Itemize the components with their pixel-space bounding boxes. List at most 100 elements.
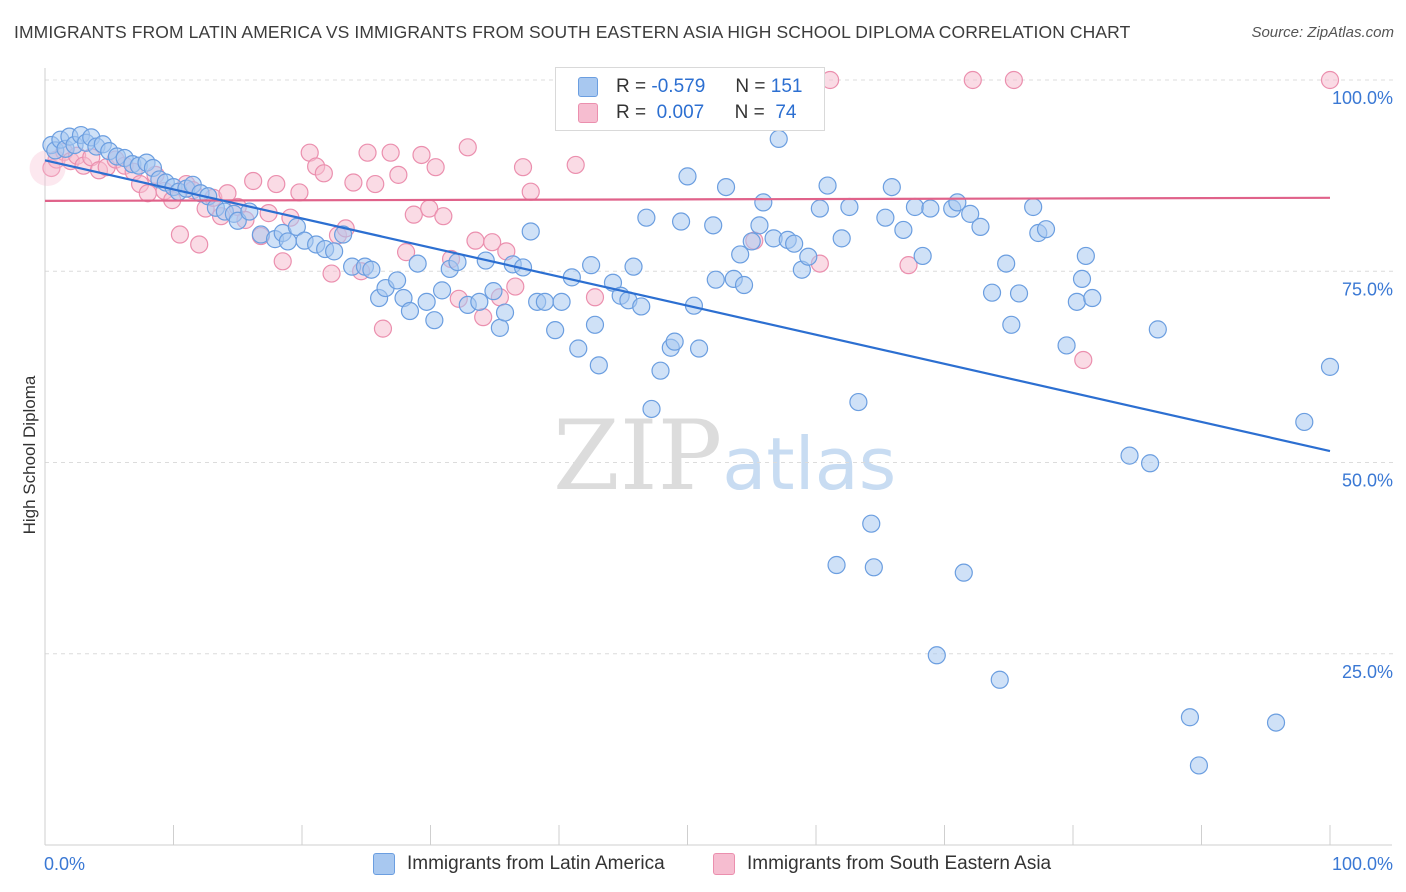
data-point: [582, 256, 601, 275]
y-tick-label: 50.0%: [1342, 471, 1393, 491]
watermark-atlas: atlas: [722, 422, 897, 506]
data-point: [971, 217, 990, 236]
data-point: [632, 297, 651, 316]
data-point: [362, 260, 381, 279]
data-point: [244, 171, 263, 191]
data-point: [799, 247, 818, 266]
data-point: [905, 197, 925, 217]
data-point: [546, 321, 565, 340]
data-point: [314, 164, 333, 183]
data-point: [569, 339, 588, 358]
data-point: [997, 254, 1016, 273]
data-point: [585, 288, 605, 307]
legend-row-latin-america: R = -0.579 N = 151: [578, 74, 802, 100]
data-point: [1266, 713, 1286, 732]
data-point: [954, 563, 973, 582]
data-point: [417, 292, 436, 311]
data-point: [1189, 756, 1209, 775]
bottom-legend-latin-america: Immigrants from Latin America: [373, 852, 665, 876]
data-point: [1009, 284, 1029, 303]
legend-r-label: R =: [616, 76, 647, 97]
data-point: [876, 208, 895, 227]
data-point: [810, 199, 829, 218]
data-point: [742, 232, 761, 251]
legend-r-label: R =: [616, 102, 647, 123]
data-point: [325, 242, 344, 261]
data-point: [840, 197, 859, 217]
data-point: [651, 361, 670, 380]
trend-line-south-eastern-asia: [44, 196, 1331, 202]
data-point: [882, 178, 901, 197]
data-point: [387, 271, 407, 290]
data-point: [470, 292, 489, 311]
legend-swatch-pink: [578, 103, 598, 123]
axes: [44, 68, 1392, 846]
data-point: [864, 558, 883, 577]
data-point: [396, 243, 416, 262]
data-point: [474, 308, 493, 327]
watermark: ZIPatlas: [553, 400, 896, 512]
data-point: [322, 264, 341, 283]
data-point: [769, 129, 788, 149]
data-point: [1320, 70, 1340, 90]
data-point: [665, 332, 684, 351]
data-point: [366, 174, 385, 194]
data-point: [734, 275, 754, 295]
legend-r-value: -0.579: [651, 76, 706, 97]
data-point: [1076, 246, 1095, 266]
data-point: [961, 204, 980, 223]
y-tick-label: 100.0%: [1332, 88, 1393, 108]
data-point: [832, 229, 851, 248]
stats-legend: R = -0.579 N = 151 R = 0.007 N = 74: [555, 67, 825, 131]
watermark-zip: ZIP: [553, 400, 723, 512]
data-point: [1036, 220, 1056, 239]
data-point: [344, 173, 363, 192]
data-point: [921, 199, 940, 218]
x-tick-label: 100.0%: [1332, 854, 1393, 874]
data-point: [1140, 454, 1160, 473]
data-point: [963, 70, 982, 90]
data-point: [1320, 357, 1340, 376]
data-point: [637, 208, 656, 227]
data-point: [704, 216, 723, 235]
data-point: [138, 184, 157, 203]
data-point: [827, 555, 846, 575]
tick-labels: 25.0% 50.0% 75.0% 100.0% 0.0% 100.0%: [44, 88, 1393, 874]
trend-lines: [44, 159, 1331, 453]
data-point: [278, 232, 297, 251]
bottom-legend-label: Immigrants from South Eastern Asia: [747, 853, 1052, 874]
data-point: [506, 277, 525, 296]
data-point: [982, 283, 1002, 302]
series-latin-america: [42, 125, 1340, 775]
source-label: Source: ZipAtlas.com: [1251, 24, 1394, 41]
data-point: [1295, 412, 1314, 432]
data-point: [913, 246, 932, 266]
data-point: [624, 257, 643, 276]
data-point: [716, 178, 736, 197]
data-point: [267, 174, 286, 194]
x-tick-label: 0.0%: [44, 854, 85, 874]
data-point: [642, 399, 661, 419]
data-point: [381, 143, 400, 162]
data-point: [448, 252, 467, 272]
data-point: [513, 158, 533, 177]
data-point: [818, 176, 837, 195]
data-point: [678, 167, 697, 186]
bottom-legend-swatch-pink: [713, 853, 735, 875]
data-point: [1148, 320, 1167, 339]
data-point: [671, 212, 691, 231]
data-point: [190, 235, 209, 254]
data-point: [434, 207, 453, 226]
data-point: [1024, 197, 1043, 217]
chart-title: IMMIGRANTS FROM LATIN AMERICA VS IMMIGRA…: [14, 22, 1131, 42]
data-point: [1083, 288, 1102, 308]
data-point: [552, 292, 571, 311]
data-point: [862, 514, 881, 533]
data-point: [1067, 292, 1086, 311]
data-point: [458, 138, 477, 157]
data-point: [566, 155, 585, 175]
data-point: [585, 315, 605, 334]
data-point: [483, 233, 502, 252]
legend-n-value: 74: [775, 102, 797, 123]
